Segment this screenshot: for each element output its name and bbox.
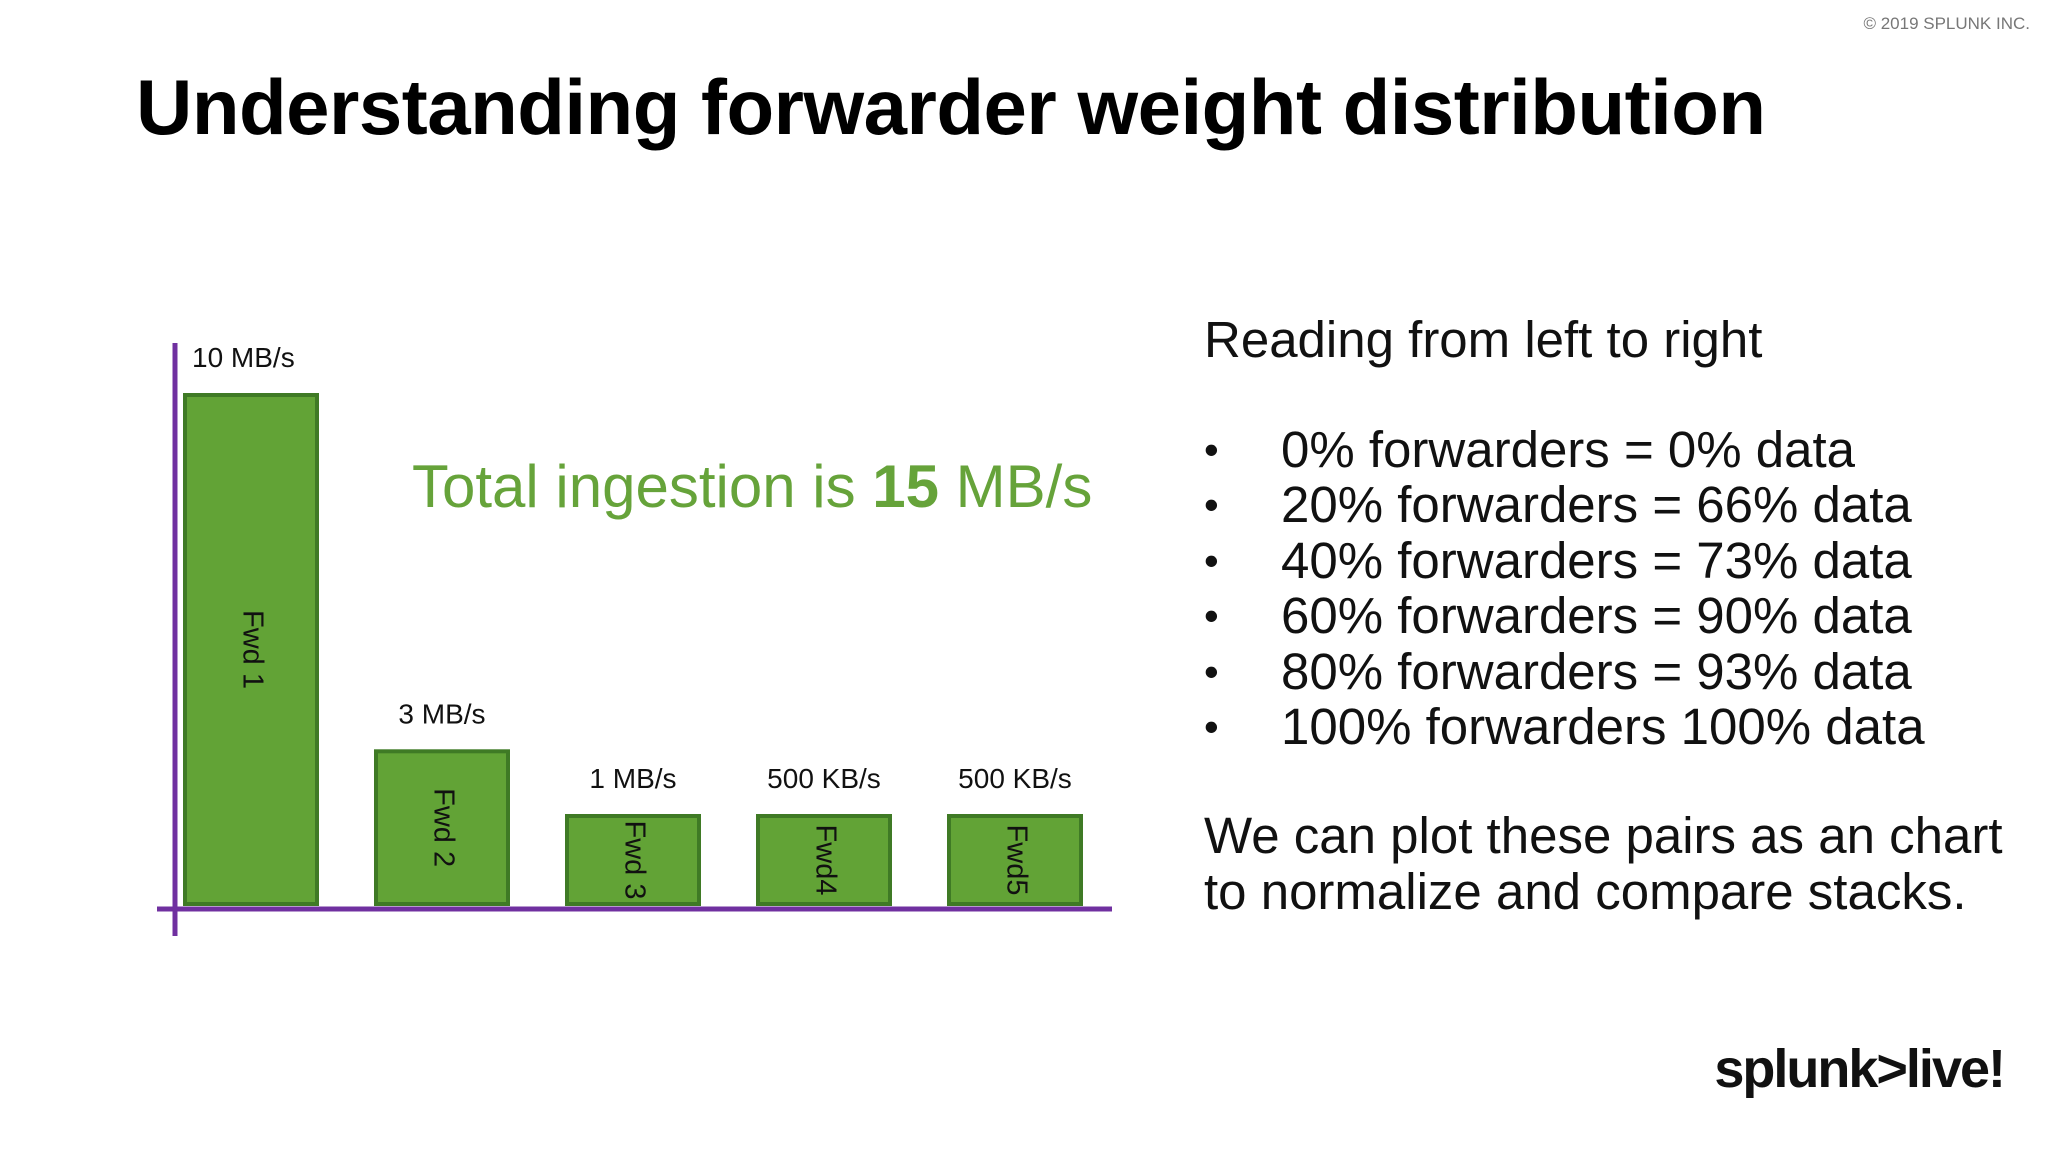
bullet-item: • 40% forwarders = 73% data: [1204, 531, 2024, 589]
bullet-icon: •: [1204, 536, 1219, 584]
reading-heading: Reading from left to right: [1204, 311, 1763, 368]
bar-1: [183, 393, 319, 906]
bullet-item: • 20% forwarders = 66% data: [1204, 476, 2024, 534]
conclusion-text: We can plot these pairs as an chart to n…: [1204, 807, 2003, 921]
bar-category-label: Fwd 2: [427, 788, 459, 867]
headline-prefix: Total ingestion is: [412, 453, 873, 520]
bullet-text: 40% forwarders = 73% data: [1281, 531, 1912, 589]
headline-suffix: MB/s: [939, 453, 1093, 520]
bar-value-label: 10 MB/s: [192, 342, 295, 373]
bar-category-label: Fwd5: [1000, 825, 1032, 896]
copyright-notice: © 2019 SPLUNK INC.: [1863, 14, 2030, 33]
slide-title: Understanding forwarder weight distribut…: [136, 63, 1766, 151]
bullet-icon: •: [1204, 481, 1219, 529]
bar-category-label: Fwd4: [809, 825, 841, 896]
bullet-text: 20% forwarders = 66% data: [1281, 476, 1912, 534]
bullet-item: • 100% forwarders 100% data: [1204, 697, 2024, 755]
bar-value-label: 500 KB/s: [958, 763, 1072, 794]
bar-2: [374, 749, 510, 906]
bullet-icon: •: [1204, 426, 1219, 473]
bullet-icon: •: [1204, 592, 1219, 640]
bar-category-label: Fwd 3: [618, 821, 650, 900]
bullet-item: • 60% forwarders = 90% data: [1204, 587, 2024, 645]
bullet-item: • 80% forwarders = 93% data: [1204, 642, 2024, 700]
bullet-text: 0% forwarders = 0% data: [1281, 421, 1856, 478]
bar-3: [565, 814, 701, 906]
bullet-text: 60% forwarders = 90% data: [1281, 587, 1912, 645]
bullet-text: 80% forwarders = 93% data: [1281, 642, 1912, 700]
bullet-icon: •: [1204, 647, 1219, 695]
bar-value-label: 500 KB/s: [767, 763, 881, 794]
bullet-icon: •: [1204, 702, 1219, 750]
bar-category-label: Fwd 1: [236, 610, 268, 689]
bar-4: [756, 814, 892, 906]
splunk-live-logo: splunk>live!: [1714, 1039, 2006, 1099]
bar-value-label: 1 MB/s: [589, 763, 676, 794]
bar-value-label: 3 MB/s: [398, 698, 485, 729]
right-panel: Reading from left to right • 0% forwarder…: [1204, 312, 2024, 920]
bar-chart: Fwd 1 10 MB/s Fwd 2 3 MB/s Fwd 3 1 MB/s Fwd4 50…: [157, 342, 1112, 936]
bullet-text: 100% forwarders 100% data: [1281, 697, 1925, 755]
headline-value: 15: [872, 453, 940, 520]
total-ingestion-headline: Total ingestion is 15 MB/s: [412, 452, 1092, 521]
bullet-list: • 0% forwarders = 0% data • 20% forwarders…: [1204, 421, 2024, 755]
bullet-item: • 0% forwarders = 0% data: [1204, 421, 2024, 478]
bar-5: [947, 814, 1083, 906]
